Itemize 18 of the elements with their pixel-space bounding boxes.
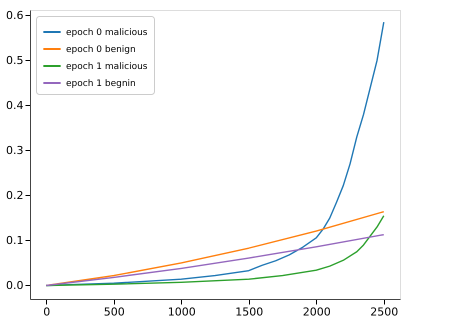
x-tick-label: 1000: [168, 306, 196, 318]
y-tick-label: 0.1: [6, 234, 24, 247]
y-tick-label: 0.5: [6, 54, 24, 67]
y-tick-label: 0.3: [6, 144, 24, 157]
x-tick-label: 1500: [235, 306, 264, 318]
x-tick-label: 2000: [302, 306, 331, 318]
legend-label: epoch 0 benign: [66, 45, 136, 55]
legend-label: epoch 1 begnin: [66, 79, 136, 89]
x-tick-label: 0: [43, 306, 50, 318]
y-tick-label: 0.0: [6, 278, 24, 292]
y-tick-label: 0.2: [6, 188, 24, 202]
x-tick-label: 2500: [370, 306, 398, 318]
y-tick-label: 0.4: [6, 98, 24, 112]
legend-label: epoch 0 malicious: [66, 28, 148, 38]
x-tick-label: 500: [104, 306, 125, 318]
line-series: [46, 234, 384, 286]
legend-label: epoch 1 malicious: [66, 62, 148, 72]
y-tick-label: 0.6: [6, 8, 24, 22]
